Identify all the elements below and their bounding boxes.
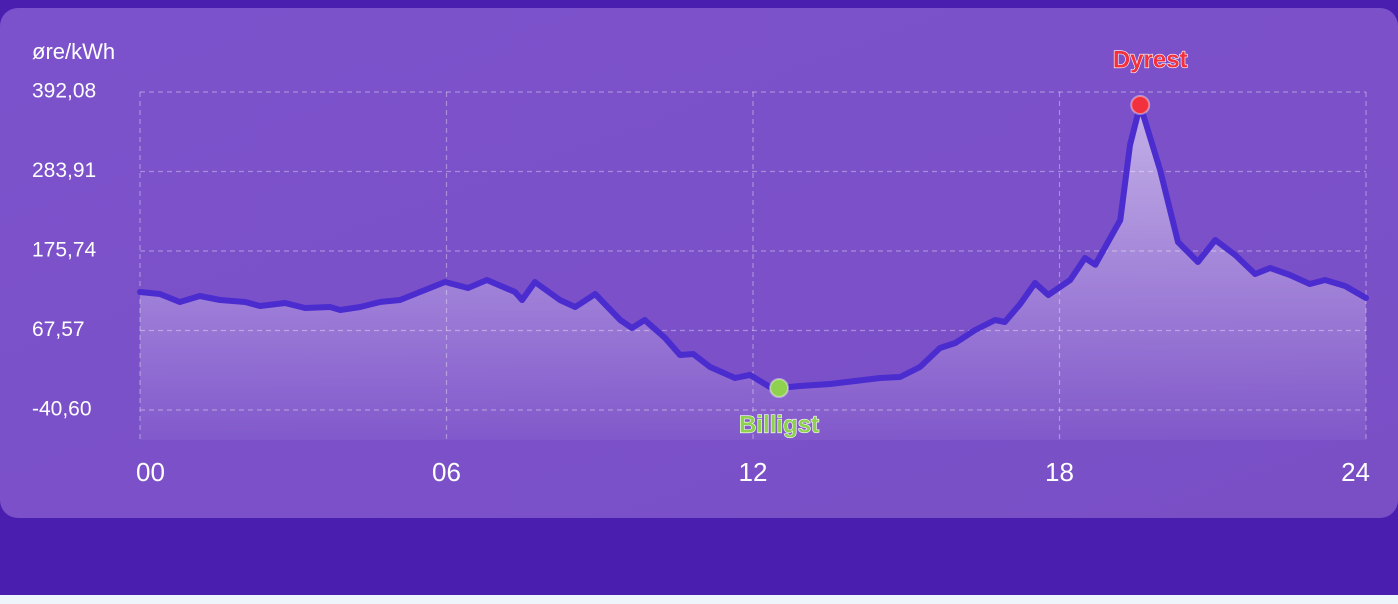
x-tick-label: 00 (136, 457, 165, 487)
x-tick-label: 06 (432, 457, 461, 487)
min-label: Billigst (739, 411, 819, 438)
max-marker (1130, 94, 1151, 115)
max-label: Dyrest (1113, 46, 1188, 73)
x-tick-label: 24 (1341, 457, 1370, 487)
y-axis-label: øre/kWh (32, 39, 115, 64)
bottom-strip (0, 595, 1398, 604)
y-tick-label: -40,60 (32, 398, 92, 421)
y-tick-label: 283,91 (32, 159, 96, 182)
y-tick-label: 392,08 (32, 80, 96, 103)
price-line (137, 102, 1369, 391)
x-tick-label: 12 (739, 457, 768, 487)
area (140, 105, 1366, 440)
y-tick-label: 175,74 (32, 239, 97, 262)
x-tick-label: 18 (1045, 457, 1074, 487)
y-tick-label: 67,57 (32, 318, 85, 341)
min-marker (769, 378, 790, 399)
